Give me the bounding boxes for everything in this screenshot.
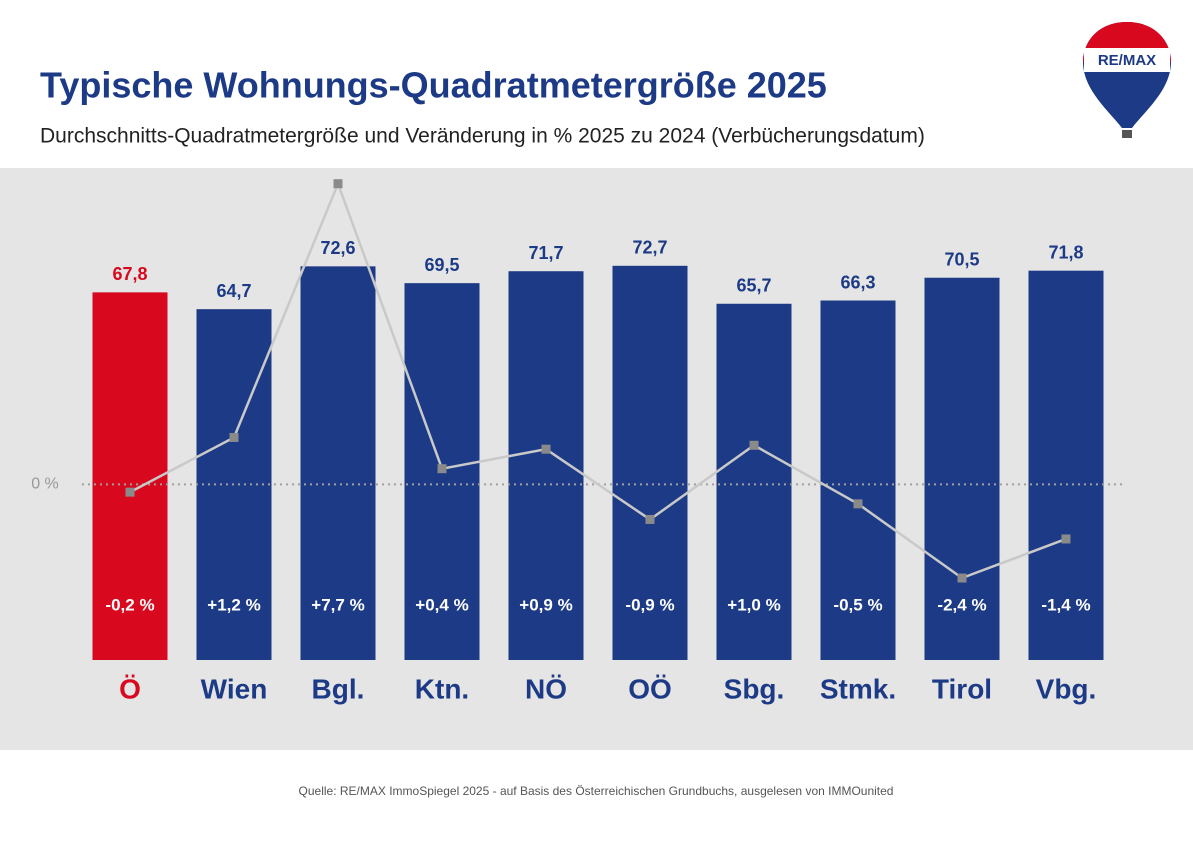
change-label: -0,9 % [625,595,674,614]
change-marker [541,444,551,454]
bar [612,265,688,660]
logo: RE/MAX [1083,22,1171,138]
change-label: -0,5 % [833,595,882,614]
value-label: 66,3 [840,272,875,292]
source: Quelle: RE/MAX ImmoSpiegel 2025 - auf Ba… [299,784,894,798]
x-tick-label: NÖ [525,673,567,704]
logo-text: RE/MAX [1098,52,1156,69]
x-tick-label: Sbg. [724,673,785,704]
change-marker [125,487,135,497]
x-tick-label: OÖ [628,673,672,704]
x-tick-label: Wien [201,673,268,704]
x-tick-label: Bgl. [312,673,365,704]
change-marker [229,432,239,442]
change-label: -2,4 % [937,595,986,614]
change-label: -0,2 % [105,595,154,614]
x-tick-label: Stmk. [820,673,896,704]
value-label: 64,7 [216,281,251,301]
bar [820,300,896,660]
change-marker [853,499,863,509]
bar [924,277,1000,660]
bar [92,292,168,660]
change-marker [957,573,967,583]
bar [300,266,376,660]
change-label: +0,9 % [519,595,572,614]
x-tick-label: Vbg. [1036,673,1097,704]
x-tick-label: Tirol [932,673,992,704]
change-marker [333,179,343,189]
value-label: 72,7 [632,238,667,258]
bar [716,303,792,660]
x-tick-label: Ktn. [415,673,469,704]
change-label: +0,4 % [415,595,468,614]
change-label: -1,4 % [1041,595,1090,614]
chart-subtitle: Durchschnitts-Quadratmetergröße und Verä… [40,125,925,148]
change-marker [437,464,447,474]
value-label: 67,8 [112,264,147,284]
value-label: 65,7 [736,276,771,296]
logo-basket [1122,130,1132,138]
value-label: 72,6 [320,238,355,258]
change-line [129,180,1067,580]
bar [1028,270,1104,660]
change-marker [645,514,655,524]
change-marker [749,440,759,450]
change-label: +1,0 % [727,595,780,614]
change-label: +7,7 % [311,595,364,614]
value-label: 71,7 [528,243,563,263]
change-marker [1061,534,1071,544]
plot-background [0,168,1193,750]
chart-title: Typische Wohnungs-Quadratmetergröße 2025 [40,65,827,106]
logo-band [1084,48,1170,72]
change-label: +1,2 % [207,595,260,614]
x-tick-label: Ö [119,673,141,704]
y2-tick-label: 0 % [31,476,59,493]
value-label: 71,8 [1048,242,1083,262]
value-label: 70,5 [944,249,979,269]
value-label: 69,5 [424,255,459,275]
